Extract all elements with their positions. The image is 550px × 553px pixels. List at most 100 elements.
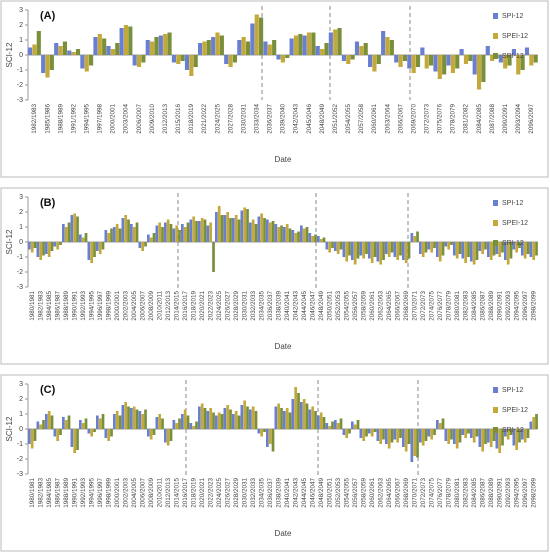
x-tick-label: 2045/2046 <box>306 104 313 134</box>
x-tick-label: 2048/2049 <box>318 291 325 321</box>
x-tick-label: 2058/2059 <box>360 478 367 508</box>
bar <box>237 415 241 429</box>
x-tick-label: 2050/2051 <box>326 291 333 321</box>
bar <box>427 429 431 437</box>
bar <box>407 55 412 69</box>
bar <box>36 242 40 257</box>
x-tick-label: 2086/2087 <box>479 478 486 508</box>
bar <box>382 429 385 440</box>
bar <box>515 242 519 253</box>
bar <box>484 242 487 250</box>
bar <box>164 222 167 242</box>
bar <box>64 420 68 429</box>
bar <box>495 242 499 254</box>
bar <box>311 236 315 242</box>
bar <box>376 55 381 64</box>
bar <box>285 55 290 58</box>
bar <box>385 429 388 444</box>
x-tick-label: 2070/2071 <box>411 478 418 508</box>
bar <box>450 55 455 73</box>
bar <box>305 227 309 242</box>
y-tick-label: 2 <box>19 22 23 29</box>
bar <box>192 216 196 242</box>
bar <box>280 408 283 429</box>
bar <box>463 55 469 64</box>
bar <box>535 414 538 429</box>
x-tick-label: 1998/1999 <box>105 291 112 321</box>
bar <box>413 236 417 242</box>
bar <box>45 242 48 254</box>
bar <box>472 55 477 75</box>
bar <box>237 219 241 242</box>
bar <box>268 222 272 242</box>
bar <box>504 429 507 437</box>
bar <box>62 224 65 242</box>
bar <box>75 49 81 55</box>
x-tick-label: 2066/2067 <box>394 291 401 321</box>
legend-swatch <box>493 220 498 226</box>
x-tick-label: 2076/2077 <box>437 291 444 321</box>
x-tick-label: 2051/2052 <box>332 104 339 134</box>
legend-swatch <box>493 33 498 39</box>
bar <box>288 412 292 429</box>
bar <box>167 32 172 55</box>
bar <box>331 242 334 248</box>
bar <box>365 429 368 437</box>
bar <box>107 233 111 242</box>
bar <box>308 409 312 429</box>
x-tick-label: 2060/2061 <box>371 104 378 134</box>
bar <box>319 412 323 429</box>
bar <box>345 429 349 438</box>
bar <box>171 55 176 63</box>
bar <box>144 242 147 247</box>
bar <box>365 242 368 254</box>
bar <box>277 403 281 429</box>
bar <box>209 222 213 242</box>
bar <box>138 411 142 429</box>
bar <box>135 409 139 429</box>
x-tick-label: 2006/2007 <box>136 104 143 134</box>
bar <box>484 429 487 444</box>
bar <box>346 55 351 64</box>
legend-label: SPI-12 <box>502 13 524 20</box>
bar <box>107 429 111 441</box>
bar <box>446 55 451 66</box>
bar <box>441 242 445 256</box>
x-tick-label: 1991/1992 <box>70 104 77 134</box>
bar <box>402 429 405 447</box>
x-tick-label: 1990/1991 <box>71 291 78 321</box>
bar <box>59 429 62 435</box>
bar <box>41 55 46 73</box>
bar <box>370 429 374 437</box>
bar <box>348 429 351 434</box>
x-tick-label: 2078/2079 <box>445 478 452 508</box>
legend-swatch <box>493 407 498 413</box>
x-tick-label: 1982/1983 <box>37 478 44 508</box>
bar <box>381 31 386 55</box>
x-tick-label: 2068/2069 <box>403 291 410 321</box>
bar <box>416 231 419 242</box>
bar <box>183 227 187 242</box>
bar <box>54 43 59 55</box>
bar <box>45 414 48 429</box>
bar <box>28 242 31 250</box>
bar <box>158 222 162 242</box>
x-tick-label: 2004/2005 <box>131 478 138 508</box>
x-tick-label: 2096/2097 <box>522 478 529 508</box>
bar <box>498 429 502 453</box>
bar <box>339 418 343 429</box>
bar <box>84 418 88 429</box>
x-tick-label: 2096/2097 <box>522 291 529 321</box>
bar <box>257 216 261 242</box>
x-tick-label: 2024/2025 <box>216 478 223 508</box>
bar <box>402 242 405 260</box>
bar <box>115 411 119 429</box>
x-tick-label: 2056/2057 <box>352 478 359 508</box>
bar <box>370 242 374 263</box>
x-tick-label: 2069/2070 <box>410 104 417 134</box>
bar <box>67 222 71 242</box>
bar <box>461 429 465 435</box>
x-tick-label: 2088/2089 <box>488 291 495 321</box>
bar <box>141 414 145 429</box>
bar <box>158 35 163 55</box>
